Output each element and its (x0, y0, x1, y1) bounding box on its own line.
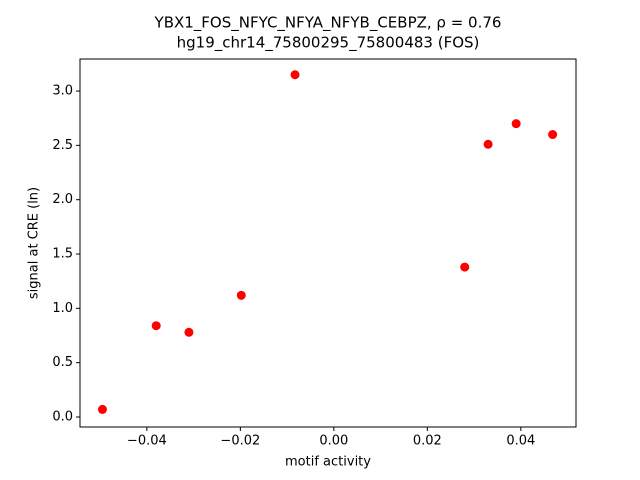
point (511, 119, 521, 129)
point (483, 139, 493, 149)
point (460, 262, 470, 272)
y-tick-label: 1.5 (52, 247, 73, 262)
y-tick-label: 2.0 (52, 192, 73, 207)
chart-title: YBX1_FOS_NFYC_NFYA_NFYB_CEBPZ, ρ = 0.76 (154, 14, 502, 33)
point (236, 290, 246, 300)
x-tick-label: 0.02 (413, 434, 442, 449)
y-tick-label: 2.5 (52, 138, 73, 153)
x-tick-label: −0.04 (127, 434, 167, 449)
x-tick-label: −0.02 (220, 434, 260, 449)
y-tick-label: 1.0 (52, 301, 73, 316)
point (548, 130, 558, 140)
point (151, 321, 161, 331)
y-axis-label: signal at CRE (ln) (27, 187, 42, 299)
y-tick-label: 0.0 (52, 410, 73, 425)
y-tick-label: 0.5 (52, 355, 73, 370)
point (184, 327, 194, 337)
x-axis-label: motif activity (285, 455, 371, 470)
point (97, 404, 107, 414)
y-tick-label: 3.0 (52, 84, 73, 99)
chart-subtitle: hg19_chr14_75800295_75800483 (FOS) (177, 34, 480, 53)
x-tick-label: 0.00 (319, 434, 348, 449)
x-tick-label: 0.04 (506, 434, 535, 449)
plot-frame (79, 58, 577, 428)
point (290, 70, 300, 80)
